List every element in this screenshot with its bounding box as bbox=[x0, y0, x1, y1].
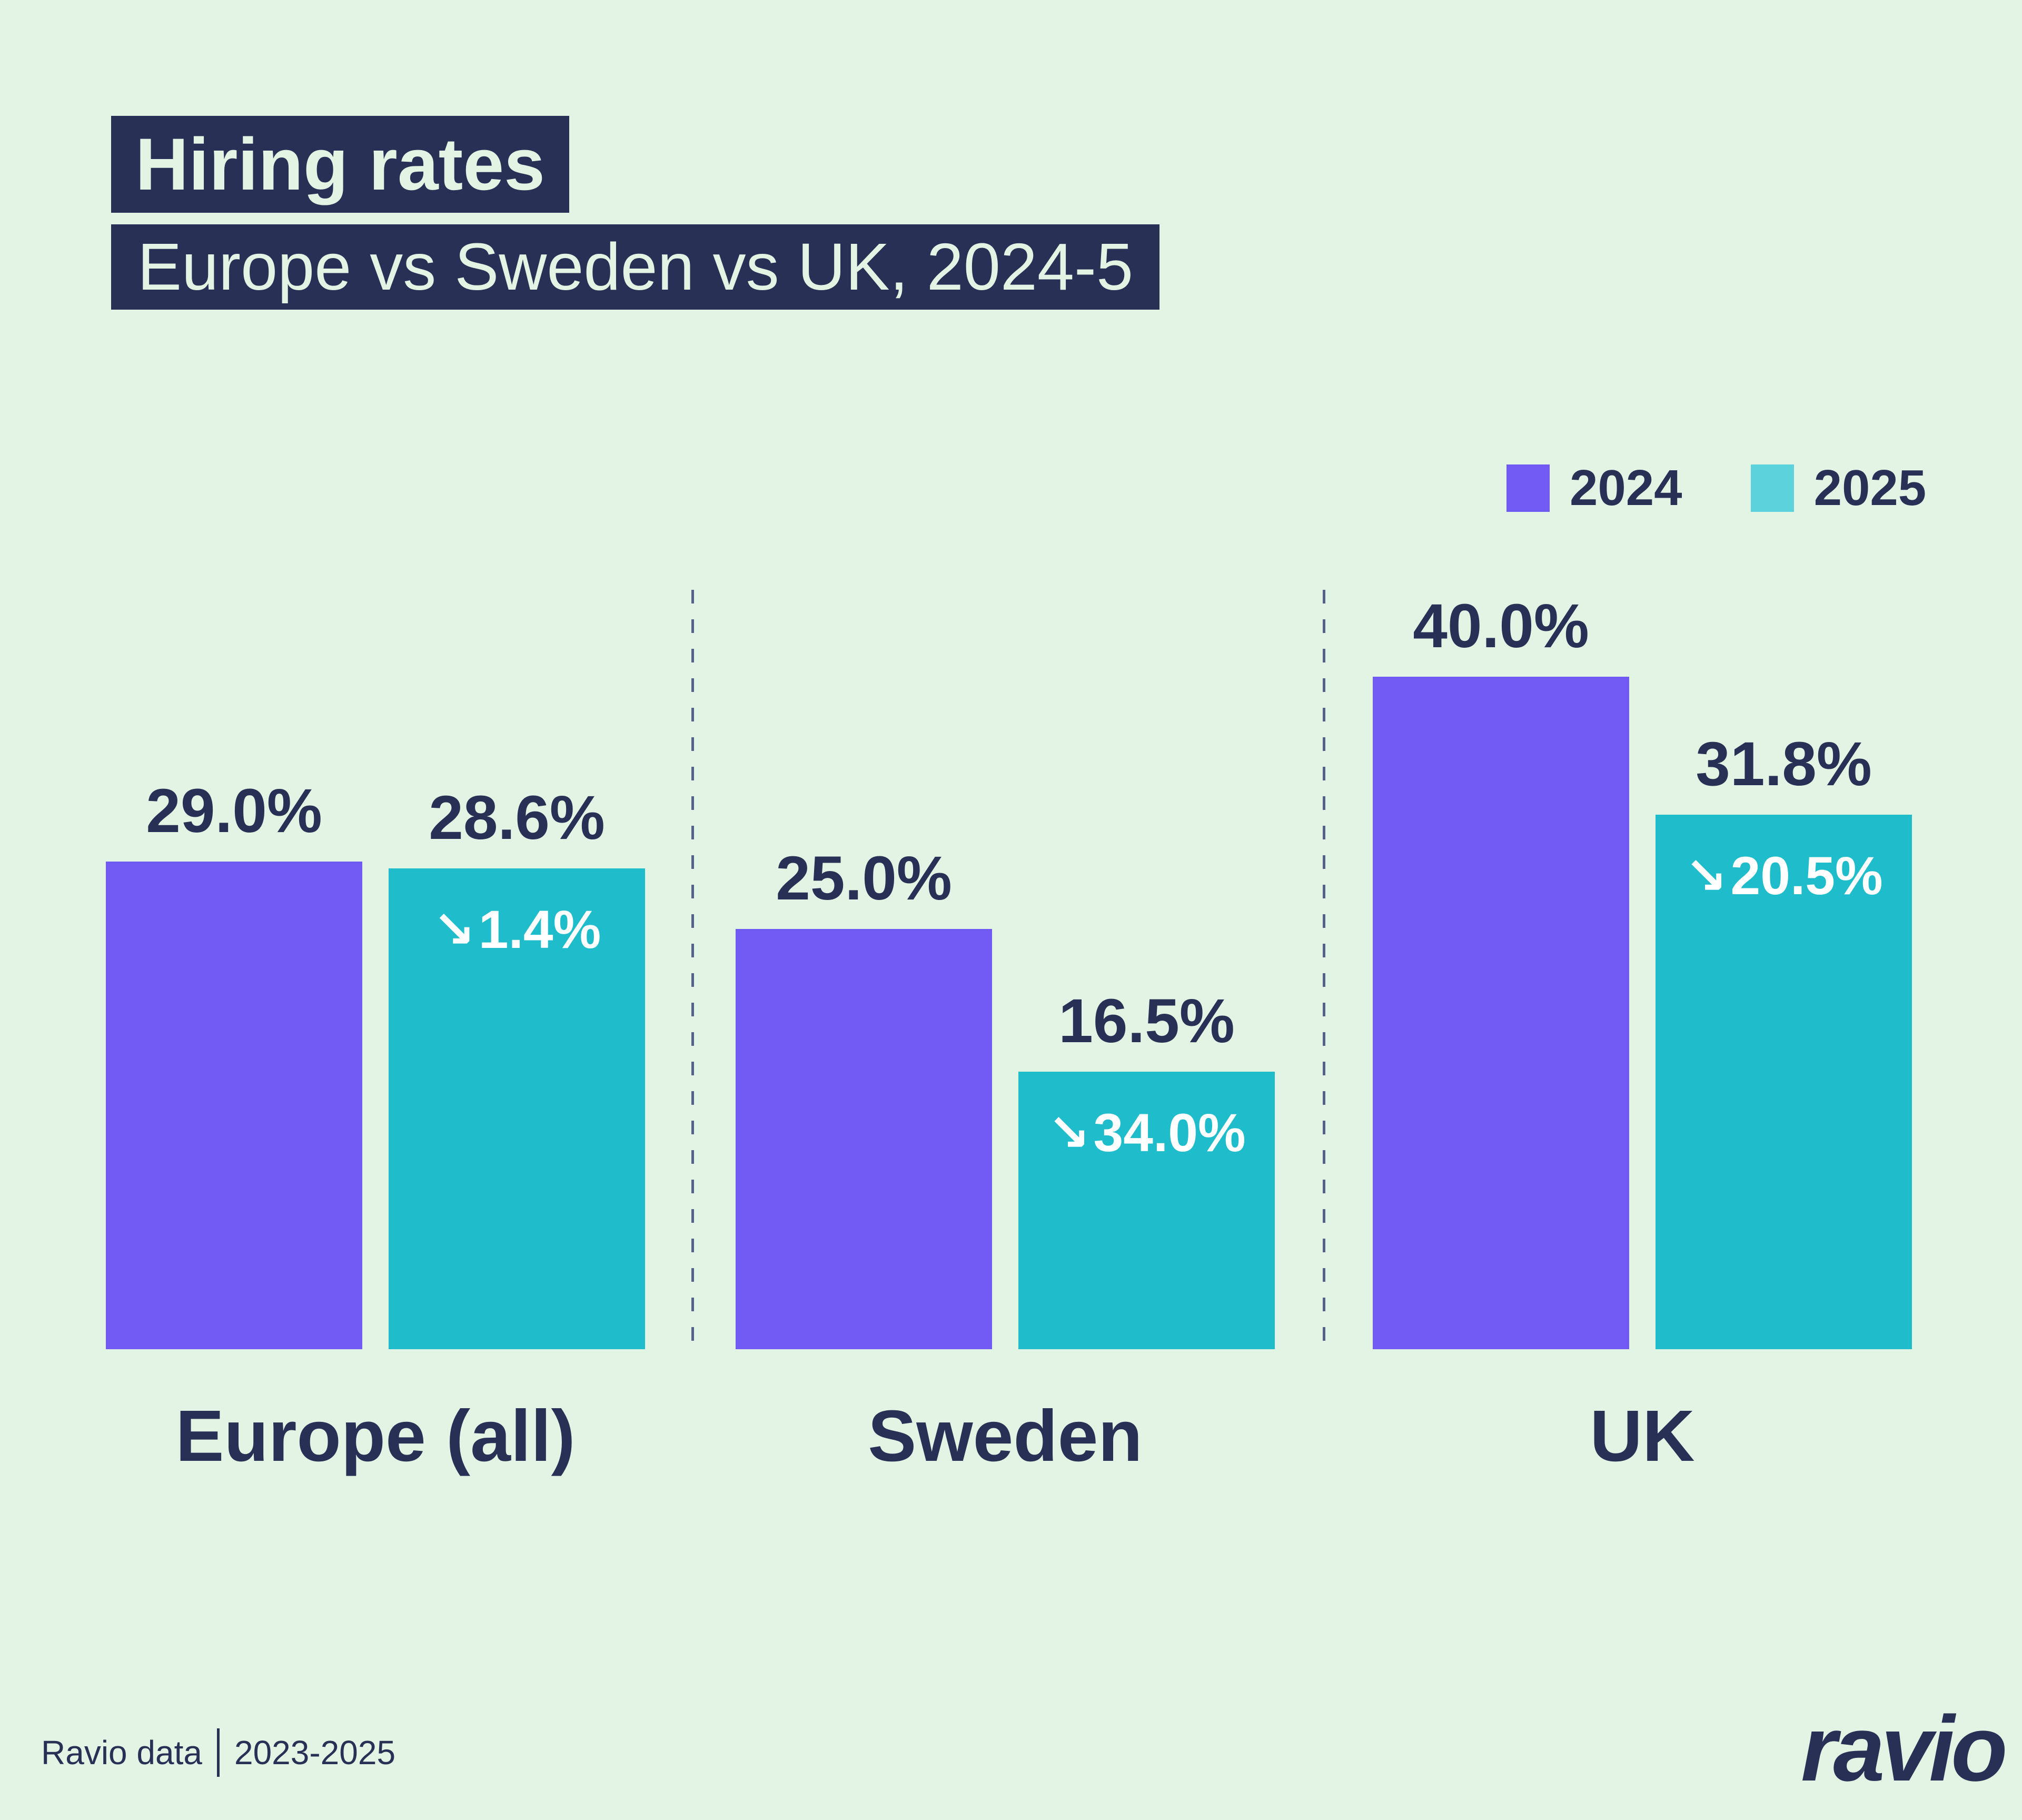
change-value-uk: 20.5% bbox=[1730, 846, 1883, 906]
legend-item-2024: 2024 bbox=[1506, 459, 1682, 517]
change-label-uk: ↘ 20.5% bbox=[1684, 845, 1882, 907]
change-label-europe: ↘ 1.4% bbox=[433, 899, 601, 961]
change-value-europe: 1.4% bbox=[478, 899, 601, 960]
value-label-sweden-2024: 25.0% bbox=[776, 844, 952, 913]
bar-group-sweden: 25.0% 16.5% ↘ 34.0% bbox=[736, 590, 1275, 1349]
bar-sweden-2025: ↘ 34.0% bbox=[1018, 1072, 1275, 1349]
bar-column-uk-2025: 31.8% ↘ 20.5% bbox=[1656, 590, 1912, 1349]
category-label-sweden: Sweden bbox=[868, 1396, 1143, 1477]
footer-separator bbox=[216, 1728, 220, 1777]
bar-column-europe-2024: 29.0% bbox=[106, 590, 362, 1349]
change-value-sweden: 34.0% bbox=[1093, 1103, 1246, 1163]
bar-column-uk-2024: 40.0% bbox=[1373, 590, 1629, 1349]
down-right-arrow-icon: ↘ bbox=[1684, 846, 1728, 906]
bar-column-sweden-2024: 25.0% bbox=[736, 590, 992, 1349]
bar-europe-2024 bbox=[106, 862, 362, 1349]
value-label-uk-2024: 40.0% bbox=[1413, 591, 1589, 661]
page-subtitle: Europe vs Sweden vs UK, 2024-5 bbox=[111, 224, 1160, 310]
value-label-europe-2025: 28.6% bbox=[429, 783, 605, 853]
group-divider-1 bbox=[691, 590, 694, 1349]
bar-group-uk: 40.0% 31.8% ↘ 20.5% bbox=[1373, 590, 1912, 1349]
group-divider-2 bbox=[1323, 590, 1325, 1349]
page-title: Hiring rates bbox=[111, 116, 569, 213]
legend: 2024 2025 bbox=[1506, 459, 1926, 517]
value-label-sweden-2025: 16.5% bbox=[1058, 986, 1235, 1056]
footer-period: 2023-2025 bbox=[234, 1734, 396, 1772]
legend-swatch-2025 bbox=[1750, 464, 1794, 512]
category-label-uk: UK bbox=[1590, 1396, 1695, 1477]
down-right-arrow-icon: ↘ bbox=[1047, 1103, 1091, 1163]
category-label-europe: Europe (all) bbox=[175, 1396, 576, 1477]
footer-source: Ravio data bbox=[41, 1734, 202, 1772]
ravio-logo: ravio bbox=[1801, 1697, 2008, 1801]
change-label-sweden: ↘ 34.0% bbox=[1047, 1102, 1245, 1164]
bar-chart: 29.0% 28.6% ↘ 1.4% 25.0% 16.5% ↘ 34.0% bbox=[0, 590, 2022, 1349]
footer: Ravio data 2023-2025 bbox=[41, 1728, 395, 1777]
down-right-arrow-icon: ↘ bbox=[432, 899, 475, 960]
legend-swatch-2024 bbox=[1506, 464, 1550, 512]
bar-group-europe: 29.0% 28.6% ↘ 1.4% bbox=[106, 590, 645, 1349]
bar-uk-2024 bbox=[1373, 677, 1629, 1349]
value-label-europe-2024: 29.0% bbox=[146, 776, 322, 846]
bar-column-sweden-2025: 16.5% ↘ 34.0% bbox=[1018, 590, 1275, 1349]
legend-item-2025: 2025 bbox=[1750, 459, 1927, 517]
bar-sweden-2024 bbox=[736, 929, 992, 1349]
legend-label-2024: 2024 bbox=[1570, 460, 1682, 516]
bar-europe-2025: ↘ 1.4% bbox=[389, 868, 645, 1349]
bar-uk-2025: ↘ 20.5% bbox=[1656, 815, 1912, 1349]
value-label-uk-2025: 31.8% bbox=[1696, 729, 1872, 799]
bar-column-europe-2025: 28.6% ↘ 1.4% bbox=[389, 590, 645, 1349]
legend-label-2025: 2025 bbox=[1813, 460, 1927, 516]
